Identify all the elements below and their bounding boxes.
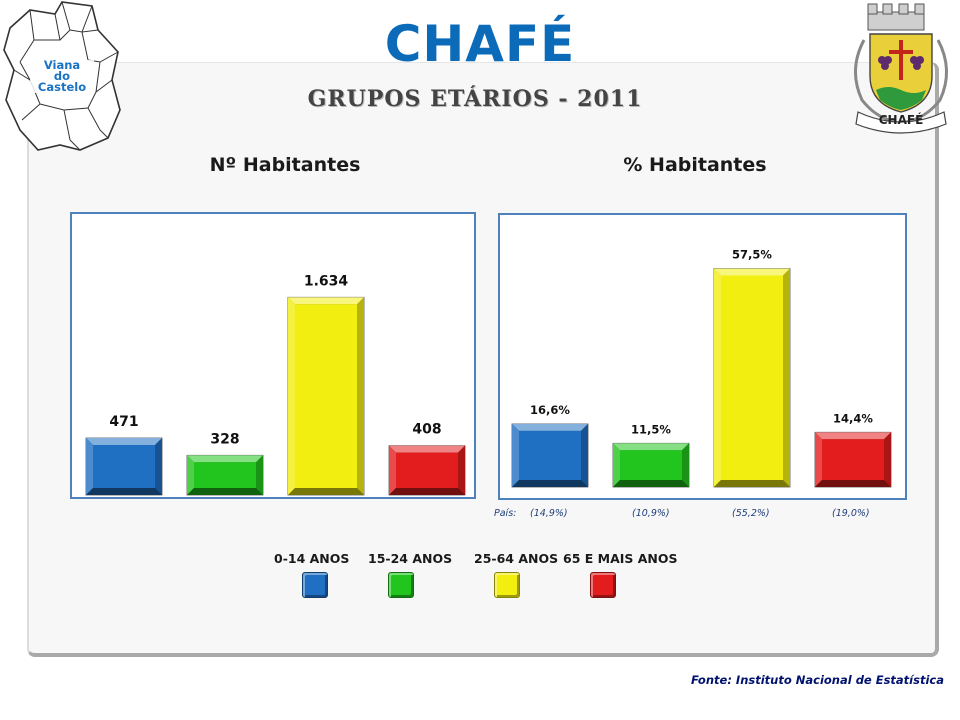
bar-age_65_plus — [814, 431, 892, 488]
bar-age_0_14 — [511, 423, 589, 488]
legend-label-25-64: 25-64 ANOS — [474, 551, 559, 566]
pais-value: (10,9%) — [632, 508, 670, 519]
chart-percent: 16,6% 11,5% 57,5% 14,4% — [498, 213, 907, 500]
district-map: Viana do Castelo — [0, 0, 128, 155]
bar-age_25_64 — [713, 268, 791, 488]
chart-habitantes: 471 328 1.634 408 — [70, 212, 476, 499]
bar-age_15_24 — [612, 442, 690, 488]
pais-label: País: — [494, 508, 517, 519]
chart-habitantes-plot: 471 328 1.634 408 — [85, 273, 466, 496]
data-label-age_25_64: 1.634 — [304, 273, 349, 289]
bar-age_25_64 — [287, 296, 365, 496]
chart-percent-plot: 16,6% 11,5% 57,5% 14,4% — [511, 248, 892, 488]
source-note: Fonte: Instituto Nacional de Estatística — [690, 673, 944, 687]
map-label-line2: do — [53, 69, 71, 83]
data-label-age_0_14: 16,6% — [530, 403, 570, 417]
bar-age_15_24 — [186, 454, 264, 496]
legend-swatch-25-64 — [494, 572, 520, 598]
data-label-age_25_64: 57,5% — [732, 248, 772, 262]
crest-label: CHAFÉ — [878, 113, 924, 127]
coat-of-arms: CHAFÉ — [842, 0, 960, 135]
legend-label-65-plus: 65 E MAIS ANOS — [563, 551, 678, 566]
map-label-line1: Viana — [43, 58, 81, 72]
legend-label-15-24: 15-24 ANOS — [368, 551, 453, 566]
legend-swatch-15-24 — [388, 572, 414, 598]
pais-value: (55,2%) — [732, 508, 770, 519]
data-label-age_15_24: 11,5% — [631, 422, 671, 436]
legend-label-0-14: 0-14 ANOS — [274, 551, 350, 566]
coat-of-arms-graphic — [853, 3, 949, 134]
bar-age_65_plus — [388, 445, 466, 496]
data-label-age_65_plus: 14,4% — [833, 411, 873, 425]
map-label: Viana do Castelo — [30, 58, 94, 94]
pais-value: (14,9%) — [530, 508, 568, 519]
chart-title-habitantes: Nº Habitantes — [209, 154, 361, 176]
map-label-line3: Castelo — [37, 80, 87, 94]
bar-age_0_14 — [85, 437, 163, 496]
page-subtitle: GRUPOS ETÁRIOS - 2011 — [307, 86, 643, 112]
data-label-age_0_14: 471 — [109, 414, 138, 430]
chart-title-percent: % Habitantes — [623, 154, 767, 176]
legend-swatch-0-14 — [302, 572, 328, 598]
data-label-age_65_plus: 408 — [412, 422, 441, 438]
legend-swatch-65-plus — [590, 572, 616, 598]
page-title: CHAFÉ — [384, 15, 576, 73]
pais-value: (19,0%) — [832, 508, 870, 519]
data-label-age_15_24: 328 — [210, 431, 239, 447]
